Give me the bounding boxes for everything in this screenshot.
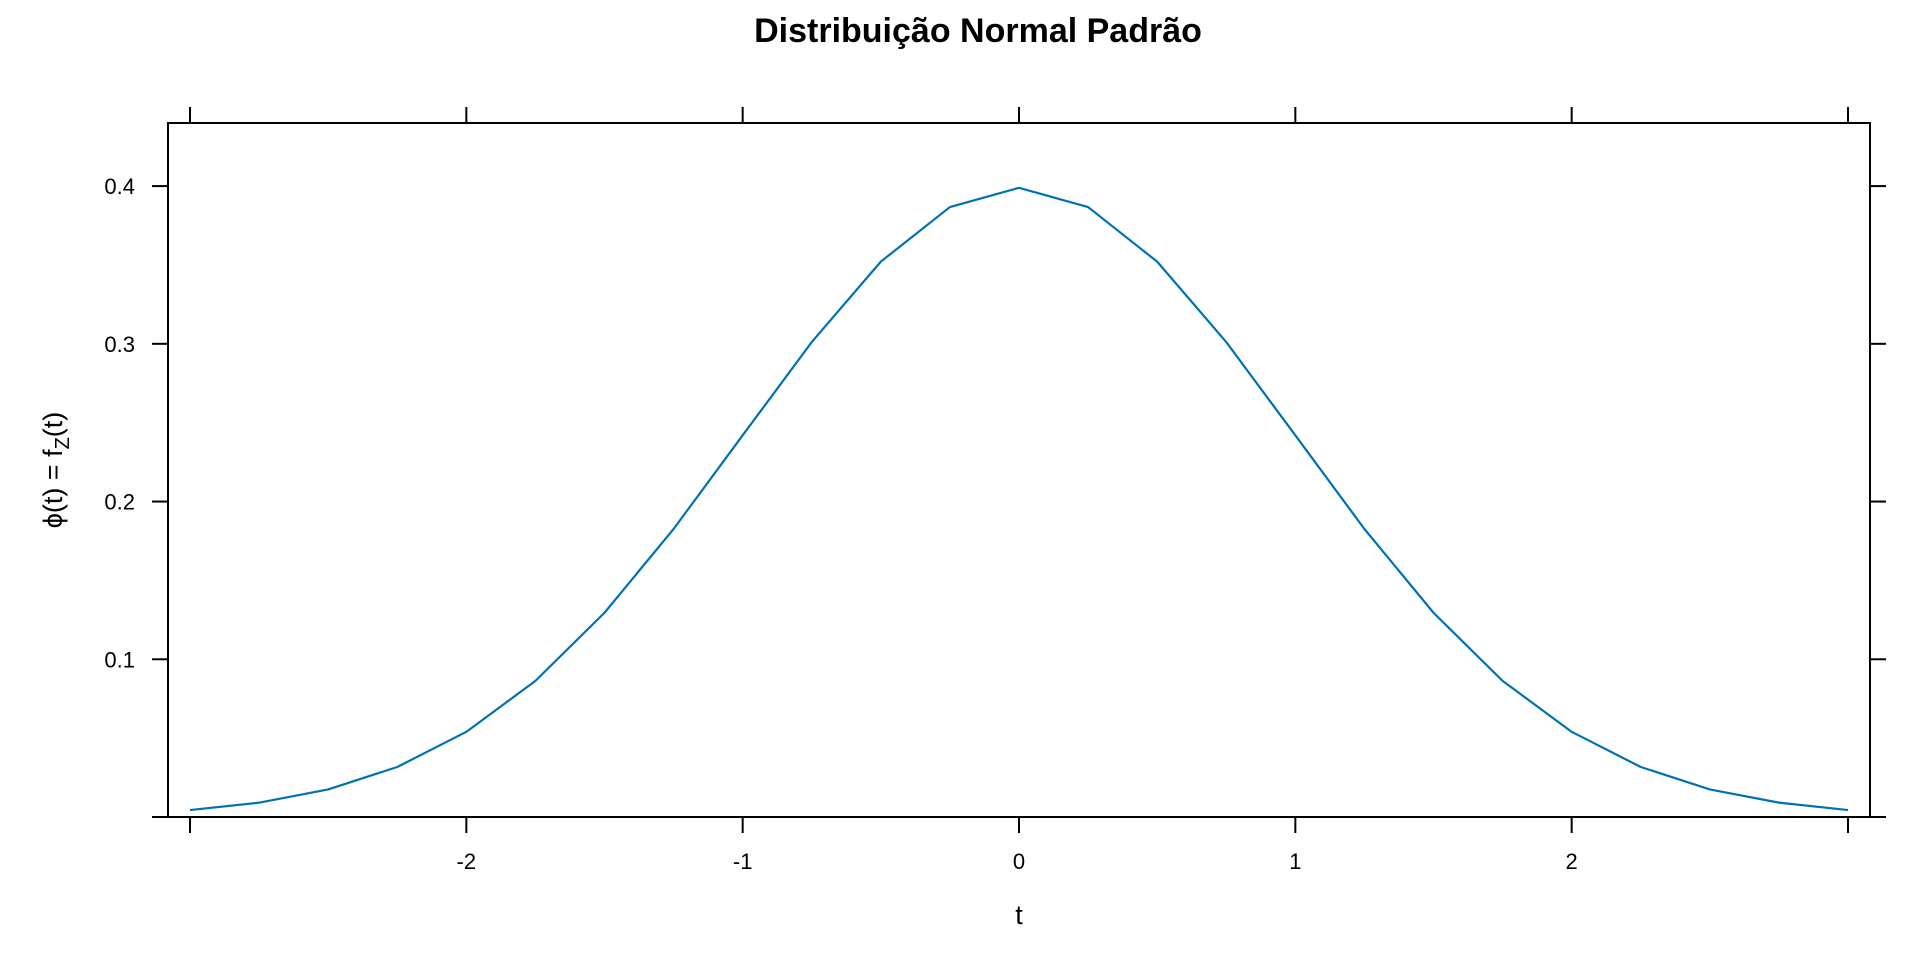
y-axis-label-suffix: (t) (38, 412, 68, 437)
y-tick-label: 0.2 (104, 490, 135, 515)
y-tick-label: 0.1 (104, 647, 135, 672)
y-tick-label: 0.4 (104, 174, 135, 199)
plot-frame (167, 122, 1871, 818)
x-tick-label: 0 (1013, 849, 1025, 874)
y-axis: 0.1 0.2 0.3 0.4 (104, 174, 1886, 818)
x-tick-label: -1 (733, 849, 753, 874)
y-axis-label: ϕ(t) = fZ(t) (38, 412, 74, 529)
x-tick-label: -2 (457, 849, 477, 874)
chart-title: Distribuição Normal Padrão (754, 12, 1202, 50)
x-axis-label: t (1015, 900, 1023, 930)
density-curve (189, 186, 1849, 812)
y-axis-label-main: ϕ(t) = f (38, 449, 68, 528)
y-tick-label: 0.3 (104, 332, 135, 357)
x-axis: -2 -1 0 1 2 (189, 107, 1849, 874)
x-tick-label: 2 (1566, 849, 1578, 874)
x-tick-label: 1 (1289, 849, 1301, 874)
y-axis-label-subscript: Z (52, 437, 74, 449)
